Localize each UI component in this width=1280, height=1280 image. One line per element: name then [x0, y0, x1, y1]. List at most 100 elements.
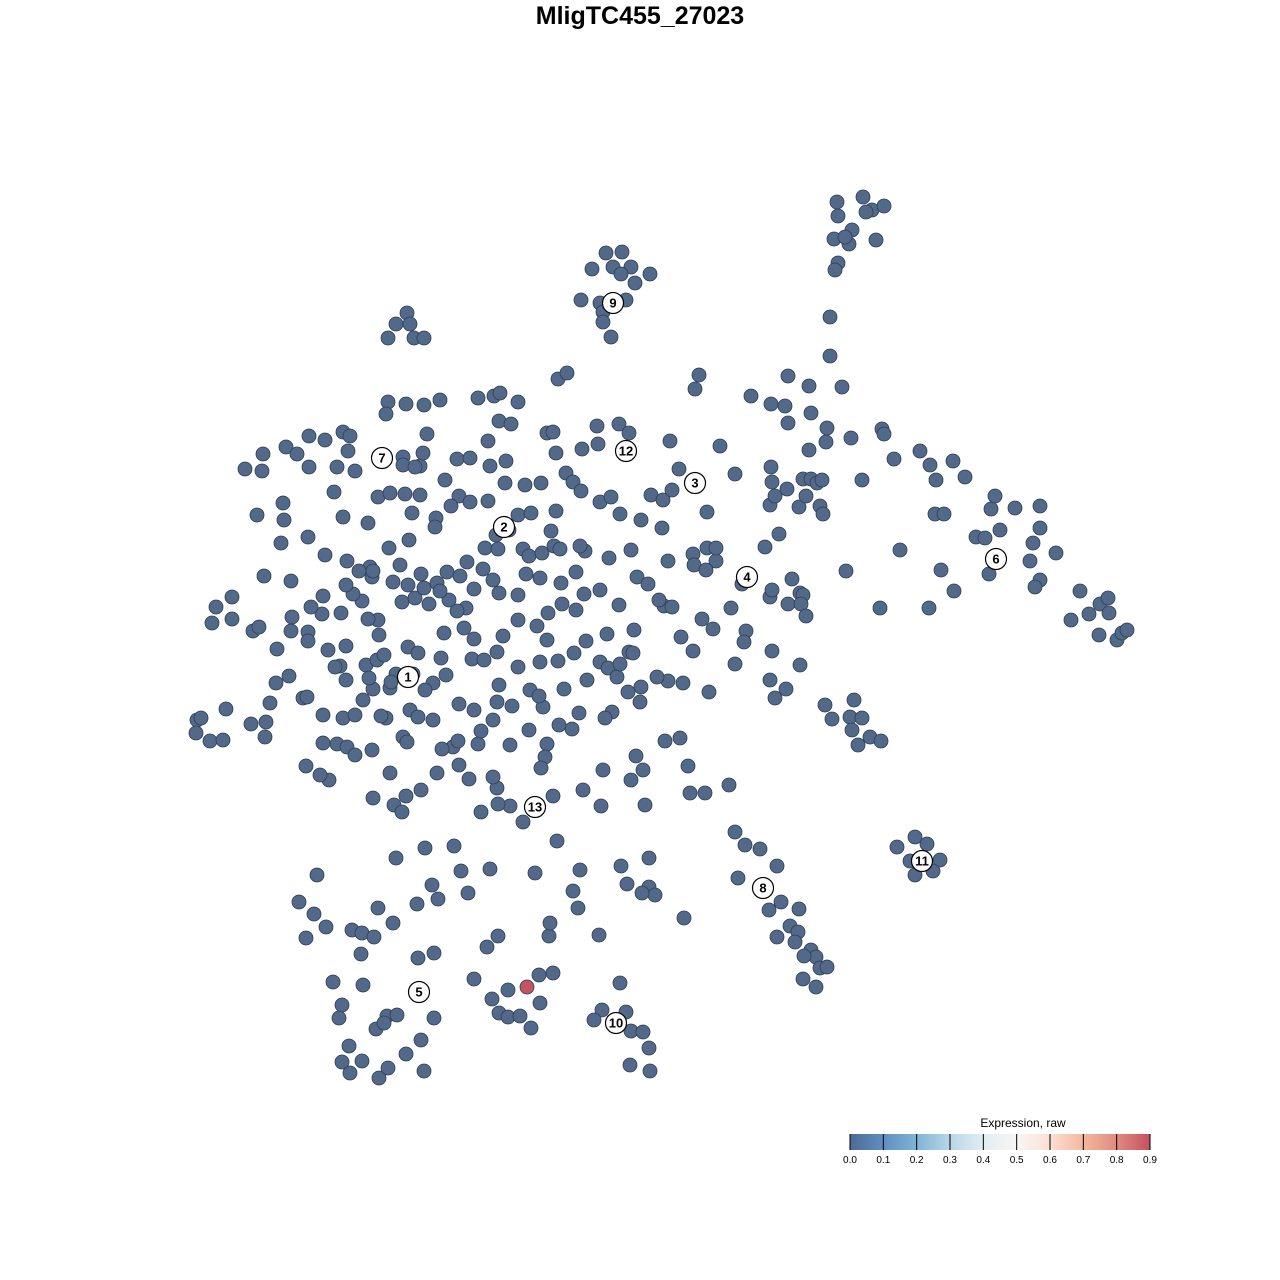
data-point [443, 498, 459, 514]
data-point [281, 668, 297, 684]
data-point [987, 488, 1003, 504]
data-point [432, 583, 448, 599]
data-point [662, 433, 678, 449]
data-point [637, 797, 653, 813]
data-point [657, 733, 673, 749]
data-point [383, 674, 399, 690]
data-point [564, 721, 580, 737]
data-point [278, 439, 294, 455]
data-point [764, 582, 780, 598]
data-point [803, 405, 819, 421]
data-point [424, 877, 440, 893]
legend-tick-label: 0.4 [976, 1155, 990, 1166]
data-point [268, 675, 284, 691]
data-point [466, 702, 482, 718]
data-point [347, 463, 363, 479]
data-point [798, 488, 814, 504]
cluster-label: 13 [523, 795, 547, 819]
data-point [326, 484, 342, 500]
data-point [837, 229, 853, 245]
data-point [515, 814, 531, 830]
data-point [553, 575, 569, 591]
data-point [761, 902, 777, 918]
cluster-label-circle [683, 471, 707, 495]
data-point [539, 736, 555, 752]
legend-tick-label: 0.6 [1043, 1155, 1057, 1166]
data-point [400, 577, 416, 593]
data-point [300, 633, 316, 649]
data-point [613, 858, 629, 874]
data-point [801, 442, 817, 458]
data-point [575, 782, 591, 798]
data-point [523, 1020, 539, 1036]
data-point [497, 475, 513, 491]
data-point [353, 946, 369, 962]
data-point [655, 492, 671, 508]
data-point [208, 599, 224, 615]
data-point [473, 804, 489, 820]
data-point [466, 631, 482, 647]
data-point [529, 618, 545, 634]
data-point [394, 594, 410, 610]
data-point [701, 684, 717, 700]
data-point [576, 586, 592, 602]
legend-tick-label: 0.0 [843, 1155, 857, 1166]
cluster-label-text: 8 [759, 881, 766, 896]
data-point [685, 643, 701, 659]
legend-tick-label: 0.2 [910, 1155, 924, 1166]
data-point [1081, 606, 1097, 622]
data-point [1048, 545, 1064, 561]
data-point [532, 654, 548, 670]
data-point [416, 580, 432, 596]
data-point [451, 696, 467, 712]
cluster-label-text: 12 [619, 444, 633, 459]
cluster-label-circle [604, 1011, 628, 1035]
data-point [342, 428, 358, 444]
data-point [769, 929, 785, 945]
data-point [312, 767, 328, 783]
data-point [510, 507, 526, 523]
data-point [333, 605, 349, 621]
data-point [533, 475, 549, 491]
data-point [329, 459, 345, 475]
data-point [301, 428, 317, 444]
data-point [814, 472, 830, 488]
data-point [723, 600, 739, 616]
data-point [476, 652, 492, 668]
data-point [382, 765, 398, 781]
data-point [633, 679, 649, 695]
data-point [603, 329, 619, 345]
data-point [763, 459, 779, 475]
data-point [983, 501, 999, 517]
data-point [341, 1038, 357, 1054]
data-point [762, 672, 778, 688]
data-point [830, 208, 846, 224]
data-point [578, 633, 594, 649]
data-point [568, 602, 584, 618]
data-point [439, 564, 455, 580]
data-point [429, 765, 445, 781]
data-point [1027, 579, 1043, 595]
data-point [441, 592, 457, 608]
data-point [484, 991, 500, 1007]
data-point [315, 588, 331, 604]
data-point [671, 461, 687, 477]
data-point [407, 590, 423, 606]
data-point [1072, 583, 1088, 599]
data-point [570, 900, 586, 916]
data-point [500, 982, 516, 998]
data-point [586, 1012, 602, 1028]
data-point [415, 445, 431, 461]
data-point [338, 638, 354, 654]
cluster-label: 8 [751, 876, 775, 900]
cluster-label-circle [407, 980, 431, 1004]
data-point [410, 950, 426, 966]
data-point [381, 540, 397, 556]
data-point [819, 959, 835, 975]
data-point [355, 977, 371, 993]
data-point [373, 708, 389, 724]
data-point [873, 733, 889, 749]
data-point [933, 562, 949, 578]
data-point [421, 596, 437, 612]
data-point [407, 459, 423, 475]
